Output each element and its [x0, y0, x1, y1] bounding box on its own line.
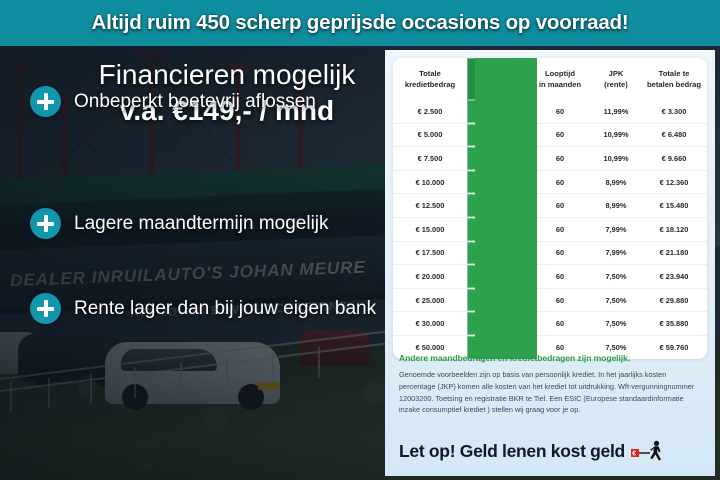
table-row: € 12.500 € 258 60 8,99% € 15.480 [393, 193, 707, 218]
table-cell: € 10.000 [393, 169, 467, 194]
table-cell: € 353 [467, 240, 529, 265]
hero-content: Financieren mogelijk v.a. €149,- / mnd O… [0, 46, 390, 480]
table-cell: € 21.180 [641, 240, 707, 265]
table-cell: € 59.760 [641, 334, 707, 359]
feature-label-3: Rente lager dan bij jouw eigen bank [74, 297, 377, 319]
table-cell: 60 [529, 169, 591, 194]
table-row: € 20.000 € 399 60 7,50% € 23.940 [393, 264, 707, 289]
table-cell: € 108 [467, 122, 529, 147]
table-cell: 60 [529, 216, 591, 242]
table-cell: € 23.940 [641, 264, 707, 289]
table-cell: € 302 [467, 216, 529, 242]
table-row: € 17.500 € 353 60 7,99% € 21.180 [393, 240, 707, 265]
plus-icon [30, 293, 61, 324]
table-row: € 7.500 € 161 60 10,99% € 9.660 [393, 146, 707, 171]
table-cell: € 12.360 [641, 169, 707, 194]
table-cell: 60 [529, 193, 591, 218]
table-cell: 7,99% [591, 240, 641, 265]
plus-icon [30, 86, 61, 117]
walking-man-icon: € [630, 440, 665, 462]
table-cell: € 9.660 [641, 146, 707, 171]
table-cell: € 20.000 [393, 264, 467, 289]
table-body: € 2.500 € 55 60 11,99% € 3.300 € 5.000 € 108 60… [393, 100, 707, 359]
disclaimer-heading: Andere maandbedragen en kredietbedragen … [399, 353, 630, 363]
table-cell: 8,99% [591, 193, 641, 218]
credit-warning-text: Let op! Geld lenen kost geld [399, 440, 625, 461]
table-column-header-4: Totale te betalen bedrag [646, 69, 701, 89]
table-cell: 11,99% [603, 106, 629, 116]
top-banner: Altijd ruim 450 scherp geprijsde occasio… [0, 0, 720, 46]
table-row: € 30.000 € 598 60 7,50% € 35.880 [393, 311, 707, 336]
headline-line-2: v.a. €149,- / mnd [119, 94, 335, 126]
table-cell: 60 [529, 264, 591, 289]
svg-text:€: € [632, 451, 636, 458]
table-cell: € 399 [467, 264, 529, 289]
table-cell: 8,99% [591, 169, 641, 194]
table-column-header-1: Termijn bedrag [467, 58, 529, 100]
table-cell: 60 [529, 122, 591, 147]
financing-table: Totale kredietbedrag Termijn bedrag Looptijd… [393, 58, 707, 359]
table-cell: 60 [529, 311, 591, 336]
table-cell: 60 [529, 240, 591, 265]
table-cell: € 15.480 [641, 193, 707, 218]
table-row: € 10.000 € 206 60 8,99% € 12.360 [393, 169, 707, 194]
table-cell: 10,99% [591, 146, 641, 171]
headline-line-1: Financieren mogelijk [98, 59, 356, 90]
financing-table-card: Totale kredietbedrag Termijn bedrag Looptijd… [393, 58, 707, 359]
table-column-header-0: Totale kredietbedrag [404, 69, 456, 89]
table-row: € 15.000 € 302 60 7,99% € 18.120 [393, 216, 707, 242]
table-cell: € 258 [467, 193, 529, 218]
table-cell: € 598 [467, 311, 529, 336]
table-cell: € 30.000 [393, 311, 467, 336]
table-cell: 7,50% [591, 334, 641, 359]
table-row: € 5.000 € 108 60 10,99% € 6.480 [393, 122, 707, 147]
table-cell: € 50.000 [393, 334, 467, 359]
table-cell: € 5.000 [393, 122, 467, 147]
feature-item-1: Onbeperkt boetevrij aflossen [30, 86, 316, 117]
table-cell: € 17.500 [393, 240, 467, 265]
table-cell: € 25.000 [393, 287, 467, 312]
disclaimer-body: Genoemde voorbeelden zijn op basis van p… [399, 370, 695, 415]
table-cell: € 29.880 [641, 287, 707, 312]
top-banner-text: Altijd ruim 450 scherp geprijsde occasio… [91, 11, 629, 34]
financing-panel: Totale kredietbedrag Termijn bedrag Looptijd… [385, 50, 715, 476]
table-header-row: Totale kredietbedrag Termijn bedrag Looptijd… [393, 58, 707, 100]
feature-label-2: Lagere maandtermijn mogelijk [74, 212, 329, 234]
table-cell: 60 [529, 334, 591, 359]
table-cell: € 35.880 [641, 311, 707, 336]
table-cell: 10,99% [591, 122, 641, 147]
table-row: € 2.500 € 55 60 11,99% € 3.300 [393, 100, 707, 124]
table-cell: € 18.120 [641, 216, 707, 242]
table-cell: 7,50% [591, 311, 641, 336]
table-column-header-3: JPK (rente) [604, 69, 628, 89]
table-cell: € 7.500 [393, 146, 467, 171]
table-cell: € 6.480 [641, 122, 707, 147]
table-cell: € 3.300 [661, 106, 687, 116]
table-cell: € 161 [467, 146, 529, 171]
feature-item-2: Lagere maandtermijn mogelijk [30, 208, 329, 239]
plus-icon [30, 208, 61, 239]
table-cell: 60 [529, 287, 591, 312]
table-cell: 7,50% [591, 287, 641, 312]
table-cell: 60 [555, 106, 565, 116]
table-cell: € 2.500 [417, 106, 443, 116]
credit-warning: Let op! Geld lenen kost geld € [399, 440, 701, 462]
disclaimer: Andere maandbedragen en kredietbedragen … [399, 353, 701, 416]
feature-label-1: Onbeperkt boetevrij aflossen [74, 90, 316, 112]
table-cell: € 498 [467, 287, 529, 312]
table-cell: 7,99% [591, 216, 641, 242]
table-cell: € 55 [467, 100, 529, 124]
photo-left-shade [0, 46, 390, 480]
page-title: Financieren mogelijk v.a. €149,- / mnd [62, 59, 392, 127]
table-cell: 7,50% [591, 264, 641, 289]
feature-item-3: Rente lager dan bij jouw eigen bank [30, 293, 376, 324]
table-row: € 25.000 € 498 60 7,50% € 29.880 [393, 287, 707, 312]
table-header: Totale kredietbedrag Termijn bedrag Looptijd… [393, 58, 707, 100]
table-column-header-2: Looptijd in maanden [538, 69, 582, 89]
table-cell: € 206 [467, 169, 529, 194]
table-cell: € 12.500 [393, 193, 467, 218]
table-cell: 60 [529, 146, 591, 171]
table-cell: € 15.000 [393, 216, 467, 242]
